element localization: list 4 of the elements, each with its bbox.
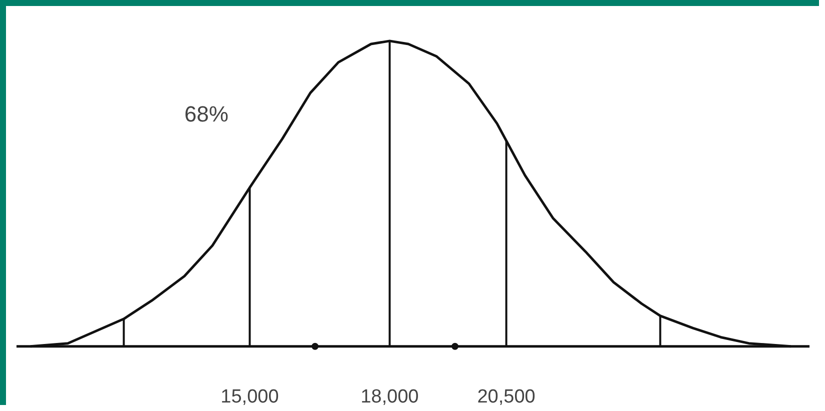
x-tick-label: 20,500 [477,386,536,408]
x-tick-label: 18,000 [360,386,419,408]
x-tick-label: 15,000 [220,386,279,408]
annotation: 68% [184,101,228,126]
